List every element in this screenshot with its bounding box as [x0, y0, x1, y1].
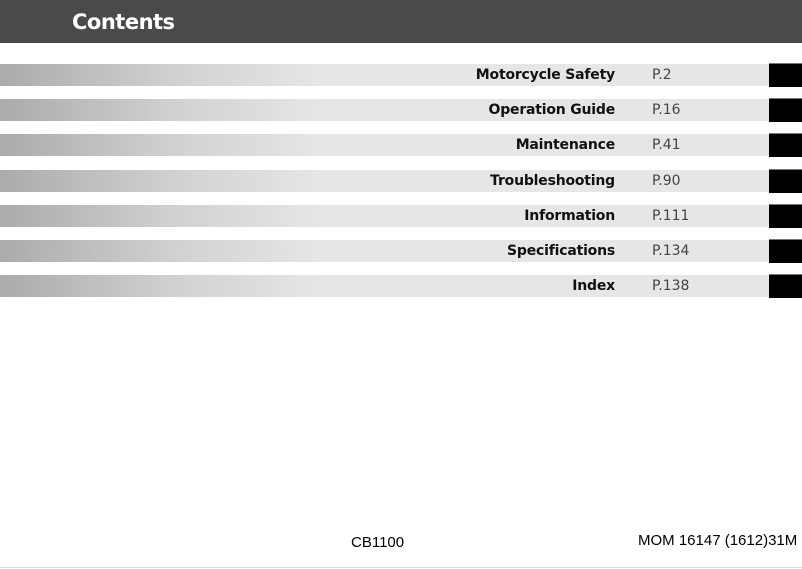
entry-title: Information	[524, 208, 615, 224]
entry-page: P.2	[652, 67, 672, 83]
contents-entry[interactable]: Operation Guide P.16	[0, 99, 769, 121]
contents-entry[interactable]: Troubleshooting P.90	[0, 170, 769, 192]
entry-title: Maintenance	[515, 137, 616, 153]
entry-page: P.134	[652, 243, 690, 259]
entry-title: Specifications	[507, 243, 615, 259]
header-bar: Contents	[0, 0, 802, 43]
entry-page: P.16	[652, 102, 681, 118]
section-tab[interactable]	[769, 239, 802, 263]
entry-title: Troubleshooting	[490, 173, 615, 189]
page-title: Contents	[72, 10, 175, 34]
entry-page: P.90	[652, 173, 681, 189]
entry-title: Index	[572, 278, 615, 294]
model-name: CB1100	[351, 534, 405, 551]
contents-entry[interactable]: Motorcycle Safety P.2	[0, 64, 769, 86]
document-code: MOM 16147 (1612)31M	[638, 532, 798, 549]
section-tab[interactable]	[769, 169, 802, 193]
bottom-rule	[0, 567, 802, 568]
entry-title: Motorcycle Safety	[475, 67, 615, 83]
section-tab[interactable]	[769, 63, 802, 87]
contents-entry[interactable]: Maintenance P.41	[0, 134, 769, 156]
entry-page: P.138	[652, 278, 690, 294]
section-tab[interactable]	[769, 98, 802, 122]
contents-entry[interactable]: Information P.111	[0, 205, 769, 227]
contents-entry[interactable]: Index P.138	[0, 275, 769, 297]
entry-title: Operation Guide	[488, 102, 616, 118]
entry-page: P.111	[652, 208, 690, 224]
section-tab[interactable]	[769, 204, 802, 228]
section-tab[interactable]	[769, 274, 802, 298]
section-tab[interactable]	[769, 133, 802, 157]
entry-page: P.41	[652, 137, 681, 153]
contents-entry[interactable]: Specifications P.134	[0, 240, 769, 262]
